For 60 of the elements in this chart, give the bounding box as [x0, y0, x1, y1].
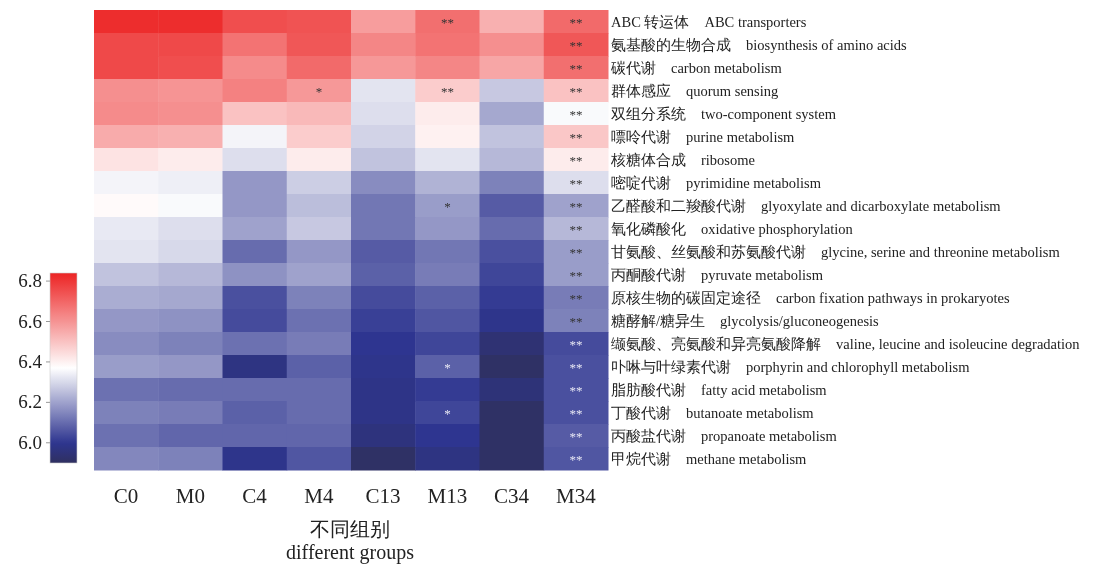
data-label: **	[569, 244, 583, 260]
y-tick-label: 嘧啶代谢 pyrimidine metabolism	[611, 174, 822, 191]
data-label: **	[569, 451, 583, 467]
data-label: *	[444, 198, 451, 214]
y-tick-label: 碳代谢 carbon metabolism	[610, 59, 783, 76]
y-tick-label: 丙酸盐代谢 propanoate metabolism	[611, 427, 838, 444]
x-tick-label: M0	[175, 484, 205, 508]
x-tick-label: C0	[113, 484, 139, 508]
data-label: **	[440, 83, 454, 99]
data-label: **	[569, 60, 583, 76]
data-label: **	[569, 428, 583, 444]
y-tick-label: 双组分系统 two-component system	[611, 105, 837, 122]
data-label: **	[569, 382, 583, 398]
data-label: **	[569, 37, 583, 53]
data-label: **	[569, 405, 583, 421]
color-bar-label: 6.0	[18, 431, 42, 453]
y-tick-label: 群体感应 quorum sensing	[611, 82, 779, 99]
y-tick-label: 糖酵解/糖异生 glycolysis/gluconeogenesis	[611, 312, 880, 329]
y-tick-label: 脂肪酸代谢 fatty acid metabolism	[611, 381, 828, 398]
data-label: **	[569, 221, 583, 237]
data-label: **	[569, 106, 583, 122]
data-label: **	[569, 14, 583, 30]
y-tick-label: ABC 转运体 ABC transporters	[611, 13, 807, 30]
color-bar-label: 6.8	[18, 270, 42, 292]
data-label: **	[569, 359, 583, 375]
data-label: **	[569, 129, 583, 145]
x-tick-label: C13	[365, 484, 401, 508]
color-bar-label: 6.6	[18, 310, 42, 332]
data-label: *	[315, 83, 323, 99]
data-label: *	[444, 359, 451, 375]
x-tick-label: C4	[242, 484, 268, 508]
data-label: **	[569, 175, 583, 191]
y-tick-label: 氧化磷酸化 oxidative phosphorylation	[611, 220, 854, 237]
data-label: **	[569, 83, 583, 99]
data-label: **	[569, 336, 583, 352]
x-tick-label: M34	[556, 484, 597, 508]
data-label: **	[569, 290, 583, 306]
y-tick-label: 甘氨酸、丝氨酸和苏氨酸代谢 glycine, serine and threonine metabolism	[611, 243, 1061, 260]
y-tick-label: 丁酸代谢 butanoate metabolism	[611, 404, 815, 421]
data-label: **	[569, 198, 583, 214]
x-axis-title: 不同组别 different groups	[286, 518, 415, 564]
y-tick-label: 核糖体合成 ribosome	[610, 151, 755, 168]
y-tick-label: 嘌呤代谢 purine metabolism	[611, 128, 796, 145]
y-tick-label: 缬氨酸、亮氨酸和异亮氨酸降解 valine, leucine and isoleucine degradation	[611, 335, 1081, 352]
x-tick-label: C34	[494, 484, 530, 508]
y-tick-label: 乙醛酸和二羧酸代谢 glyoxylate and dicarboxylate metabolism	[611, 197, 1002, 214]
y-tick-label: 卟啉与叶绿素代谢 porphyrin and chlorophyll metabolism	[611, 358, 971, 375]
color-bar-label: 6.2	[18, 391, 42, 413]
data-label: **	[569, 313, 583, 329]
y-tick-label: 原核生物的碳固定途径 carbon fixation pathways in prokaryotes	[611, 289, 1010, 306]
data-label: *	[444, 405, 451, 421]
data-label: **	[440, 14, 454, 30]
color-bar-label: 6.4	[18, 350, 43, 372]
y-tick-label: 丙酮酸代谢 pyruvate metabolism	[611, 266, 824, 283]
data-label: **	[569, 267, 583, 283]
x-tick-label: M13	[427, 484, 468, 508]
x-tick-label: M4	[304, 484, 334, 508]
data-label: **	[569, 152, 583, 168]
y-tick-label: 氨基酸的生物合成 biosynthesis of amino acids	[611, 36, 908, 53]
y-tick-label: 甲烷代谢 methane metabolism	[611, 450, 808, 467]
